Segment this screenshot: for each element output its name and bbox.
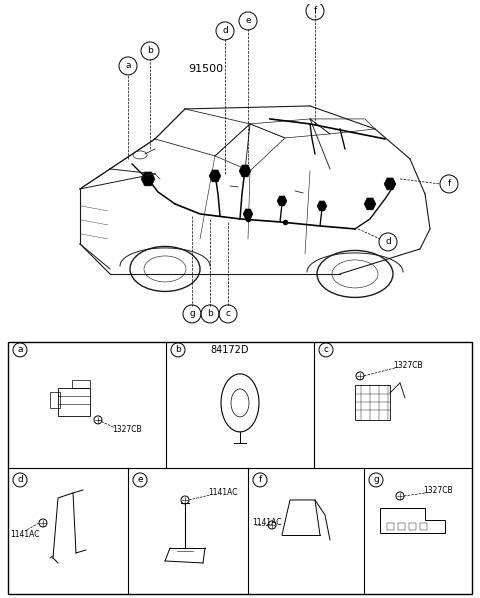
Bar: [409, 523, 416, 530]
Polygon shape: [317, 201, 327, 211]
Text: 1327CB: 1327CB: [423, 486, 453, 496]
Text: g: g: [373, 475, 379, 484]
Text: f: f: [447, 179, 451, 188]
Bar: [72, 380, 90, 388]
Text: e: e: [137, 475, 143, 484]
Text: g: g: [189, 309, 195, 318]
Polygon shape: [239, 165, 251, 177]
Text: 1141AC: 1141AC: [10, 530, 39, 539]
Polygon shape: [209, 170, 221, 182]
Text: b: b: [207, 309, 213, 318]
Text: a: a: [125, 62, 131, 71]
Bar: [387, 523, 394, 530]
Text: 1327CB: 1327CB: [393, 361, 422, 370]
Text: d: d: [385, 237, 391, 246]
Text: c: c: [324, 346, 328, 355]
Bar: [355, 385, 390, 420]
Text: 91500: 91500: [188, 64, 223, 74]
Text: f: f: [258, 475, 262, 484]
Text: 1141AC: 1141AC: [208, 489, 238, 498]
Text: d: d: [17, 475, 23, 484]
Text: e: e: [245, 16, 251, 26]
Text: f: f: [313, 7, 317, 16]
Text: b: b: [175, 346, 181, 355]
Text: b: b: [147, 47, 153, 56]
Text: 1327CB: 1327CB: [112, 425, 142, 434]
Polygon shape: [243, 209, 253, 219]
Bar: [398, 523, 405, 530]
Text: c: c: [226, 309, 230, 318]
Polygon shape: [277, 196, 287, 206]
Text: 1141AC: 1141AC: [252, 518, 281, 527]
Text: a: a: [17, 346, 23, 355]
Polygon shape: [384, 178, 396, 190]
Polygon shape: [364, 198, 376, 210]
Text: d: d: [222, 26, 228, 35]
Bar: [420, 523, 427, 530]
Polygon shape: [141, 172, 155, 186]
Bar: [58, 388, 90, 416]
Text: 84172D: 84172D: [210, 345, 249, 355]
Bar: [50, 392, 60, 408]
